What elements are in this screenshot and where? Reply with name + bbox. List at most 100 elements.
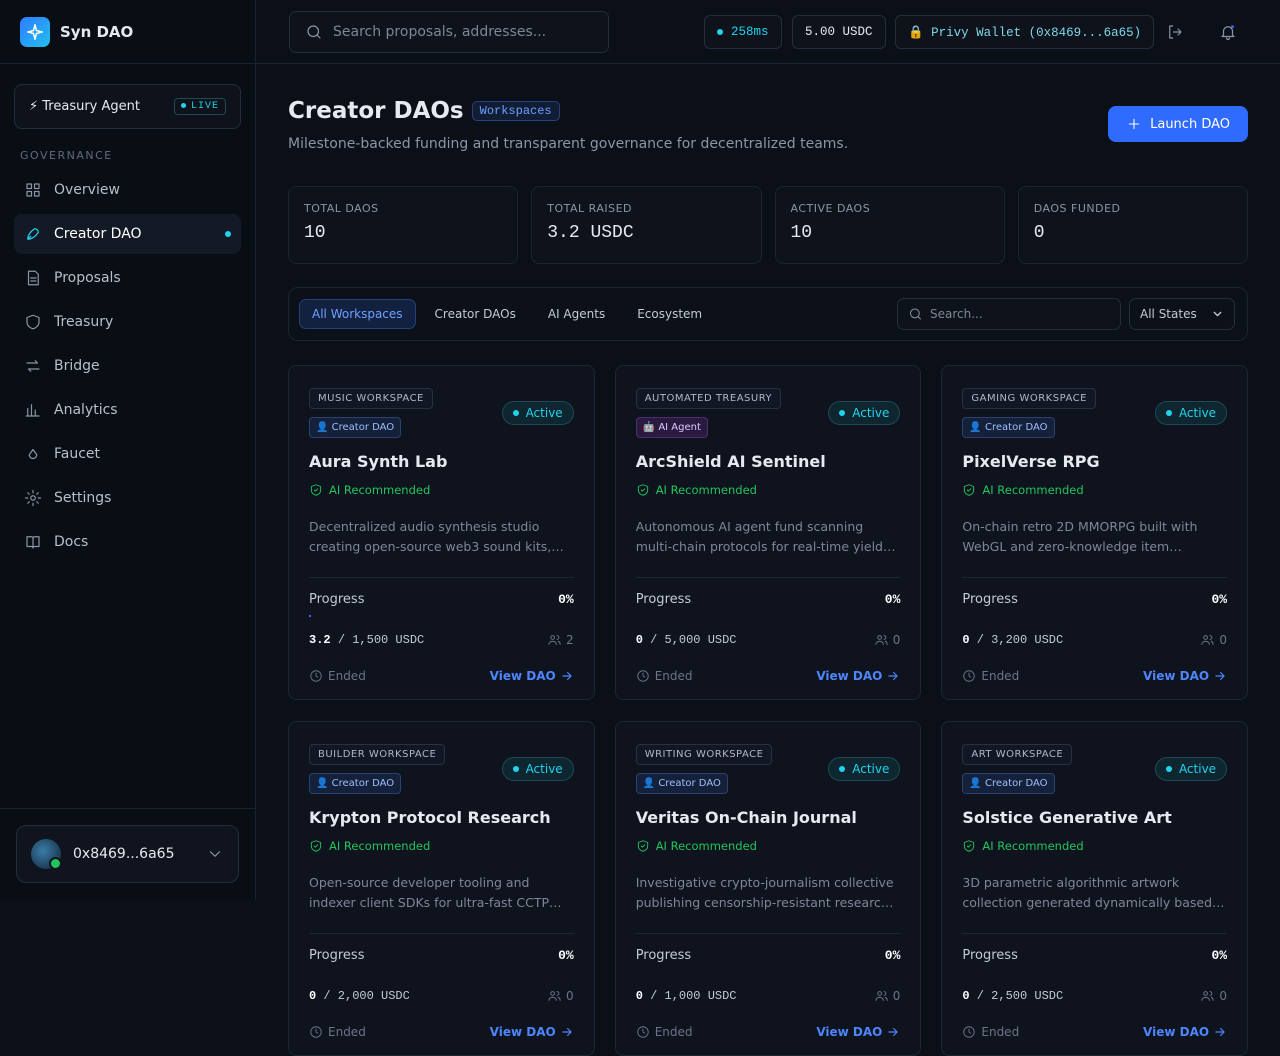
amount-goal: / 1,000 USDC xyxy=(650,989,737,1003)
ai-recommended-label: AI Recommended xyxy=(655,483,757,497)
state: Ended xyxy=(962,667,1019,685)
arrow-icon xyxy=(1215,671,1225,681)
nav-item[interactable]: Overview xyxy=(14,170,241,210)
filter-tab[interactable]: Ecosystem xyxy=(637,307,703,321)
dao-name: ArcShield AI Sentinel xyxy=(635,452,826,471)
ai-recommended: AI Recommended xyxy=(962,837,1227,855)
state-select-value: All States xyxy=(1140,307,1197,321)
view-link[interactable]: View DAO xyxy=(490,1023,574,1041)
content: Creator DAOs Workspaces Milestone-backed … xyxy=(288,64,1249,1056)
agent-label: ⚡ Treasury Agent xyxy=(29,99,140,114)
launch-button[interactable]: Launch DAO xyxy=(1108,106,1248,142)
global-search[interactable]: Search proposals, addresses... xyxy=(289,11,609,53)
nav-item[interactable]: Analytics xyxy=(14,390,241,430)
progress-row: Progress 0% xyxy=(962,948,1227,963)
nav-item[interactable]: Creator DAO xyxy=(14,214,241,254)
nav-icon xyxy=(27,228,39,240)
progress-track xyxy=(636,615,901,617)
view-label: View DAO xyxy=(489,669,556,683)
dao-card[interactable]: GAMING WORKSPACE 👤 Creator DAO Active Pixel… xyxy=(941,365,1249,700)
amount-goal: / 2,500 USDC xyxy=(976,989,1064,1003)
latency: 258ms xyxy=(704,15,782,49)
state-label: Ended xyxy=(654,1025,693,1039)
nav-icon xyxy=(28,448,38,460)
progress-value: 0% xyxy=(884,948,901,963)
shield-icon xyxy=(637,840,648,852)
sidebar: Syn DAO ⚡ Treasury Agent LIVE GOVERNANCE… xyxy=(0,0,256,900)
dao-card[interactable]: MUSIC WORKSPACE 👤 Creator DAO Active Aura S… xyxy=(288,365,595,700)
view-link[interactable]: View DAO xyxy=(1143,667,1227,685)
dao-card[interactable]: AUTOMATED TREASURY 🤖 AI Agent Active ArcShi… xyxy=(614,365,922,700)
state-select[interactable]: All States xyxy=(1129,298,1235,330)
stat-card: TOTAL DAOS 10 xyxy=(288,186,519,264)
progress-value: 0% xyxy=(1211,948,1228,963)
progress-label: Progress xyxy=(962,948,1018,963)
nav-icon xyxy=(27,270,39,286)
progress-value: 0% xyxy=(558,592,574,607)
ai-recommended: AI Recommended xyxy=(636,481,901,499)
wallet[interactable]: 🔒 Privy Wallet (0x8469...6a65) xyxy=(895,15,1155,49)
notifications-icon[interactable] xyxy=(1219,23,1237,41)
clock-icon xyxy=(310,670,322,682)
amount-goal: / 5,000 USDC xyxy=(650,633,737,647)
view-link[interactable]: View DAO xyxy=(816,667,900,685)
kind-badge: 👤 Creator DAO xyxy=(309,773,402,794)
nav-item[interactable]: Docs xyxy=(14,522,241,562)
view-label: View DAO xyxy=(816,669,883,683)
dao-grid: MUSIC WORKSPACE 👤 Creator DAO Active Aura S… xyxy=(288,365,1249,1056)
plus-icon xyxy=(1128,118,1140,130)
shield-icon xyxy=(310,484,322,496)
dao-card[interactable]: ART WORKSPACE 👤 Creator DAO Active Solstice… xyxy=(941,721,1249,1056)
view-link[interactable]: View DAO xyxy=(1143,1023,1227,1041)
nav-label: Treasury xyxy=(54,314,114,330)
category-badge: MUSIC WORKSPACE xyxy=(309,388,433,409)
dao-description: Open-source developer tooling and indexe… xyxy=(309,875,550,910)
page-subtitle: Milestone-backed funding and transparent… xyxy=(288,136,849,152)
nav-item[interactable]: Treasury xyxy=(14,302,241,342)
dao-card[interactable]: BUILDER WORKSPACE 👤 Creator DAO Active Kryp… xyxy=(288,721,595,1056)
account-button[interactable]: 0x8469...6a65 xyxy=(16,825,239,883)
amount: 0 / 1,000 USDC xyxy=(636,989,737,1003)
view-link[interactable]: View DAO xyxy=(816,1023,900,1041)
amount-raised: 0 xyxy=(309,989,317,1003)
members-icon xyxy=(875,991,888,1001)
agent-status[interactable]: ⚡ Treasury Agent LIVE xyxy=(14,84,241,129)
amount: 0 / 3,200 USDC xyxy=(962,633,1063,647)
dao-card[interactable]: WRITING WORKSPACE 👤 Creator DAO Active Veri… xyxy=(614,721,922,1056)
kind-badge: 👤 Creator DAO xyxy=(962,417,1055,438)
members-count: 0 xyxy=(1219,989,1228,1003)
category-badge: GAMING WORKSPACE xyxy=(962,388,1096,409)
amount-row: 3.2 / 1,500 USDC 2 xyxy=(309,631,574,649)
topbar: Search proposals, addresses... 258ms 5.0… xyxy=(256,0,1280,64)
filter-tab[interactable]: Creator DAOs xyxy=(434,307,516,321)
progress-label: Progress xyxy=(309,948,365,963)
members-icon xyxy=(548,635,561,645)
progress-track xyxy=(962,971,1227,973)
stat-value: 3.2 USDC xyxy=(547,223,634,243)
nav-item[interactable]: Proposals xyxy=(14,258,241,298)
filter-tab[interactable]: AI Agents xyxy=(547,307,606,321)
members-icon xyxy=(1201,991,1215,1001)
status-badge: Active xyxy=(1154,401,1228,425)
nav-item[interactable]: Bridge xyxy=(14,346,241,386)
members-count: 0 xyxy=(1219,633,1228,647)
nav-label: Settings xyxy=(54,490,112,506)
divider xyxy=(309,933,574,934)
stat-card: DAOS FUNDED 0 xyxy=(1017,186,1248,264)
nav-label: Bridge xyxy=(54,358,100,374)
amount-goal: / 1,500 USDC xyxy=(337,633,425,647)
card-footer: Ended View DAO xyxy=(962,667,1227,685)
stats: TOTAL DAOS 10 TOTAL RAISED 3.2 USDC ACTIVE D… xyxy=(288,186,1248,264)
nav-item[interactable]: Settings xyxy=(14,478,241,518)
brand[interactable]: Syn DAO xyxy=(0,0,255,64)
filter-search[interactable]: Search... xyxy=(897,298,1121,330)
members-icon xyxy=(1201,635,1215,645)
nav-item[interactable]: Faucet xyxy=(14,434,241,474)
progress-value: 0% xyxy=(1211,592,1228,607)
logout-icon[interactable] xyxy=(1166,23,1184,41)
card-footer: Ended View DAO xyxy=(636,1023,901,1041)
divider xyxy=(635,577,901,578)
filter-tab[interactable]: All Workspaces xyxy=(299,299,416,329)
view-link[interactable]: View DAO xyxy=(490,667,574,685)
progress-row: Progress 0% xyxy=(309,948,574,963)
